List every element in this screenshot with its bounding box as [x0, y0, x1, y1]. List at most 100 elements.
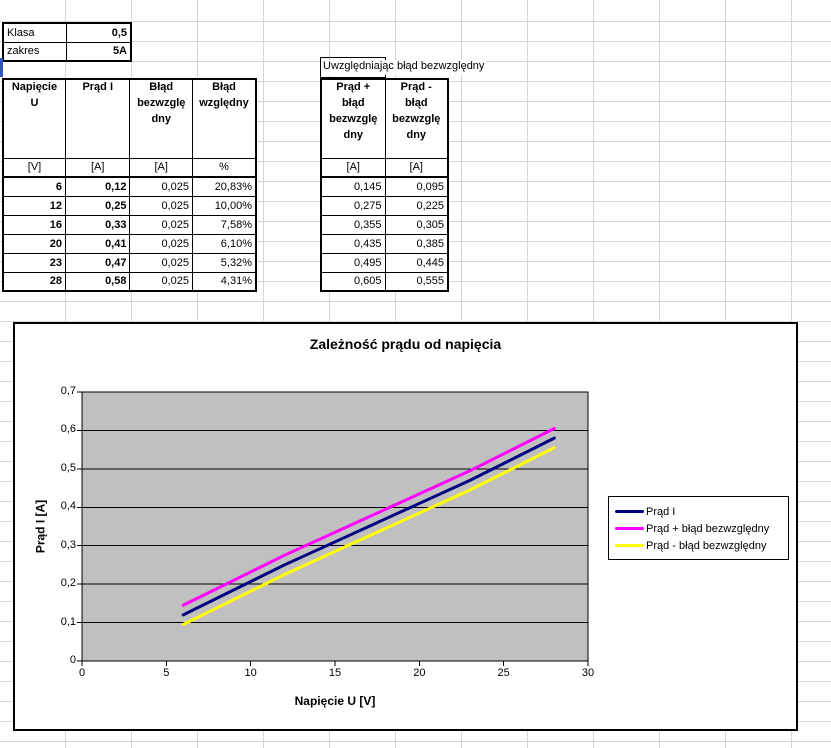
x-axis-title[interactable]: Napięcie U [V] — [294, 694, 376, 708]
cell-zakres-label[interactable]: zakres — [2, 41, 67, 62]
unit-cell[interactable]: [A] — [384, 157, 449, 178]
cell[interactable]: 0,025 — [129, 214, 193, 235]
error-table: Prąd + błąd bezwzglę dny Prąd - błąd bez… — [320, 78, 449, 292]
y-tick-label: 0,6 — [60, 423, 76, 436]
cell[interactable]: 10,00% — [191, 195, 257, 216]
cell[interactable]: 0,12 — [64, 176, 131, 197]
unit-cell[interactable]: [A] — [129, 157, 193, 178]
col-header-prad[interactable]: Prąd I — [64, 78, 131, 159]
col-header-napiecie[interactable]: Napięcie U — [2, 78, 66, 159]
table-row: 0,435 0,385 — [320, 233, 449, 254]
table-row: 23 0,47 0,025 5,32% — [2, 252, 257, 273]
cell[interactable]: 6 — [2, 176, 66, 197]
cell[interactable]: 6,10% — [191, 233, 257, 254]
unit-cell[interactable]: [A] — [64, 157, 131, 178]
cell[interactable]: 0,025 — [129, 271, 193, 292]
cell[interactable]: 0,58 — [64, 271, 131, 292]
cell[interactable]: 0,555 — [384, 271, 449, 292]
measurement-table: Napięcie U Prąd I Błąd bezwzglę dny Błąd… — [2, 78, 257, 292]
cell[interactable]: 0,33 — [64, 214, 131, 235]
legend-entry[interactable]: Prąd + błąd bezwzględny — [615, 520, 782, 537]
units-row: [V] [A] [A] % — [2, 157, 257, 178]
cell[interactable]: 0,435 — [320, 233, 386, 254]
legend-entry[interactable]: Prąd I — [615, 503, 782, 520]
legend-label: Prąd - błąd bezwzględny — [646, 539, 767, 552]
y-tick-label: 0,4 — [60, 500, 76, 513]
cell[interactable]: 0,41 — [64, 233, 131, 254]
chart-title[interactable]: Zależność prądu od napięcia — [309, 336, 502, 352]
cell[interactable]: 0,47 — [64, 252, 131, 273]
cell[interactable]: 20 — [2, 233, 66, 254]
legend-label: Prąd + błąd bezwzględny — [646, 522, 770, 535]
y-tick-label: 0,3 — [60, 538, 76, 551]
table-row: 28 0,58 0,025 4,31% — [2, 271, 257, 292]
plot-area[interactable] — [77, 391, 589, 666]
cell[interactable]: 0,025 — [129, 195, 193, 216]
table-row: 0,145 0,095 — [320, 176, 449, 197]
cell[interactable]: 0,385 — [384, 233, 449, 254]
x-tick-label: 15 — [328, 667, 342, 679]
y-tick-label: 0 — [69, 654, 76, 666]
y-tick-label: 0,2 — [60, 577, 76, 590]
units-row: [A] [A] — [320, 157, 449, 178]
cell[interactable]: 0,495 — [320, 252, 386, 273]
cell[interactable]: 4,31% — [191, 271, 257, 292]
cell[interactable]: 0,25 — [64, 195, 131, 216]
table-row: 0,495 0,445 — [320, 252, 449, 273]
cell[interactable]: 28 — [2, 271, 66, 292]
y-tick-label: 0,1 — [60, 615, 76, 628]
cell[interactable]: 0,145 — [320, 176, 386, 197]
table-row: 0,275 0,225 — [320, 195, 449, 216]
x-tick-label: 10 — [244, 667, 257, 679]
cell[interactable]: 0,355 — [320, 214, 386, 235]
y-tick-label: 0,5 — [60, 461, 76, 474]
cell[interactable]: 0,025 — [129, 176, 193, 197]
table-row: 0,355 0,305 — [320, 214, 449, 235]
legend-label: Prąd I — [646, 505, 676, 518]
x-tick-label: 5 — [163, 667, 170, 679]
cell[interactable]: 20,83% — [191, 176, 257, 197]
cell[interactable]: 0,095 — [384, 176, 449, 197]
x-tick-label: 25 — [497, 667, 510, 679]
cell-klasa-label[interactable]: Klasa — [2, 22, 67, 43]
col-header-blad-wzgledny[interactable]: Błąd względny — [191, 78, 257, 159]
unit-cell[interactable]: % — [191, 157, 257, 178]
table-row: Klasa 0,5 — [2, 22, 132, 43]
y-axis-title[interactable]: Prąd I [A] — [33, 499, 48, 554]
table-row: 0,605 0,555 — [320, 271, 449, 292]
col-header-prad-plus[interactable]: Prąd + błąd bezwzglę dny — [320, 78, 386, 159]
unit-cell[interactable]: [V] — [2, 157, 66, 178]
col-header-prad-minus[interactable]: Prąd - błąd bezwzglę dny — [384, 78, 449, 159]
series-line-swatch-prad — [615, 510, 644, 513]
cell[interactable]: 0,275 — [320, 195, 386, 216]
cell[interactable]: 12 — [2, 195, 66, 216]
legend-entry[interactable]: Prąd - błąd bezwzględny — [615, 537, 782, 554]
x-tick-label: 20 — [413, 667, 426, 679]
col-header-blad-bezwzgledny[interactable]: Błąd bezwzglę dny — [129, 78, 193, 159]
cell[interactable]: 5,32% — [191, 252, 257, 273]
x-tick-label: 30 — [581, 667, 595, 679]
chart-object[interactable]: Zależność prądu od napięcia Prąd I [A] N… — [13, 322, 798, 731]
cell[interactable]: 0,445 — [384, 252, 449, 273]
cell[interactable]: 0,225 — [384, 195, 449, 216]
table-row: 16 0,33 0,025 7,58% — [2, 214, 257, 235]
cell-klasa-value[interactable]: 0,5 — [65, 22, 132, 43]
cell[interactable]: 23 — [2, 252, 66, 273]
chart-legend[interactable]: Prąd I Prąd + błąd bezwzględny Prąd - bł… — [608, 496, 789, 560]
cell[interactable]: 7,58% — [191, 214, 257, 235]
cell[interactable]: 0,605 — [320, 271, 386, 292]
unit-cell[interactable]: [A] — [320, 157, 386, 178]
error-table-title[interactable]: Uwzględniając błąd bezwzględny — [323, 60, 487, 75]
table-row: 12 0,25 0,025 10,00% — [2, 195, 257, 216]
x-tick-label: 0 — [78, 667, 86, 679]
cell[interactable]: 0,305 — [384, 214, 449, 235]
table-row: 20 0,41 0,025 6,10% — [2, 233, 257, 254]
cell[interactable]: 16 — [2, 214, 66, 235]
cell-zakres-value[interactable]: 5A — [65, 41, 132, 62]
cell[interactable]: 0,025 — [129, 233, 193, 254]
header-row: Prąd + błąd bezwzglę dny Prąd - błąd bez… — [320, 78, 449, 159]
cell[interactable]: 0,025 — [129, 252, 193, 273]
y-tick-label: 0,7 — [60, 385, 76, 397]
series-line-swatch-prad-minus — [615, 544, 644, 547]
